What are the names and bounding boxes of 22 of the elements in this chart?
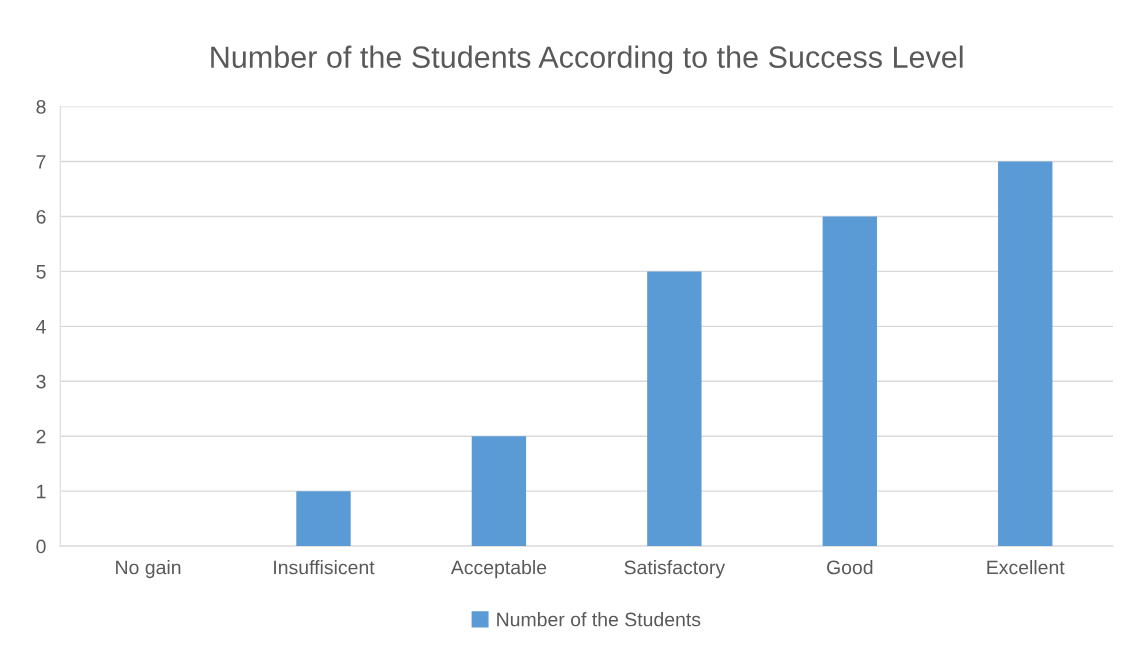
x-tick-label: Excellent — [987, 560, 1065, 575]
bar — [296, 491, 351, 547]
legend-label: Number of the Students — [497, 612, 701, 627]
x-tick-label: Acceptable — [450, 560, 547, 579]
x-tick-label: Good — [827, 560, 873, 575]
bar — [647, 271, 702, 547]
y-tick-label: 2 — [36, 429, 46, 444]
chart-title: Number of the Students According to the Success Level — [211, 45, 963, 75]
y-tick-label: 3 — [36, 374, 46, 389]
x-tick-label: Satisfactory — [624, 560, 726, 579]
y-tick-label: 0 — [36, 539, 46, 554]
bar — [998, 161, 1053, 547]
y-tick-label: 6 — [36, 209, 46, 224]
y-tick-label: 4 — [36, 320, 46, 334]
y-tick-label: 1 — [37, 484, 46, 499]
y-tick-label: 7 — [36, 155, 46, 169]
bar — [822, 216, 877, 547]
bar — [471, 436, 527, 547]
x-tick-label: Insuffisicent — [274, 560, 375, 575]
y-tick-label: 8 — [36, 100, 46, 114]
y-tick-label: 5 — [36, 265, 46, 279]
x-tick-label: No gain — [116, 560, 181, 579]
